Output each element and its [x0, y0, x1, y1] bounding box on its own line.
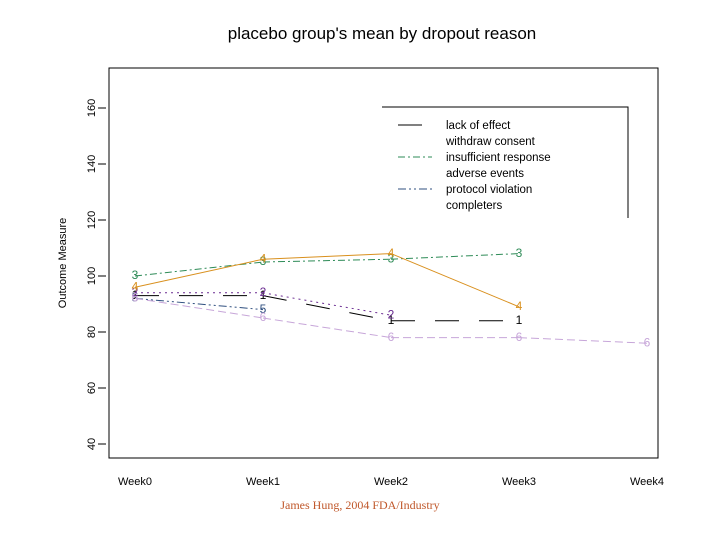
series-5: 55: [132, 291, 267, 316]
data-point-marker: 4: [388, 246, 395, 260]
x-tick-label: Week4: [630, 476, 664, 488]
data-point-marker: 6: [260, 310, 267, 324]
series-segment: [390, 253, 520, 260]
credit-caption: James Hung, 2004 FDA/Industry: [280, 498, 440, 512]
y-tick-label: 160: [86, 99, 98, 117]
y-tick-label: 60: [86, 382, 98, 394]
y-tick-label: 40: [86, 438, 98, 450]
data-point-marker: 1: [388, 313, 395, 327]
series-segment: [134, 297, 264, 319]
series-segment: [134, 258, 264, 288]
data-point-marker: 6: [388, 330, 395, 344]
legend-label: adverse events: [446, 168, 524, 180]
y-tick-label: 120: [86, 211, 98, 229]
series-segment: [262, 295, 392, 322]
legend: lack of effect withdraw consent insufficie…: [382, 106, 629, 218]
series-segment: [262, 292, 392, 316]
data-point-marker: 1: [260, 288, 267, 302]
series-1: 1 1 1 1: [132, 288, 523, 327]
x-tick-label: Week0: [118, 476, 152, 488]
legend-label: withdraw consent: [445, 136, 536, 148]
y-axis-label: Outcome Measure: [57, 218, 69, 308]
series-6: 6 6 6 6 6: [132, 291, 651, 350]
data-point-marker: 4: [260, 251, 267, 265]
data-point-marker: 4: [132, 279, 139, 293]
data-point-marker: 1: [132, 288, 139, 302]
legend-label: protocol violation: [446, 184, 532, 196]
data-point-marker: 1: [516, 313, 523, 327]
data-point-marker: 2: [132, 285, 139, 299]
series-segment: [390, 253, 520, 308]
x-tick-label: Week3: [502, 476, 536, 488]
x-tick-label: Week2: [374, 476, 408, 488]
y-tick-label: 100: [86, 267, 98, 285]
data-point-marker: 6: [644, 335, 651, 349]
plot-frame: [108, 67, 659, 459]
y-tick-label: 80: [86, 326, 98, 338]
chart-title: placebo group's mean by dropout reason: [228, 24, 537, 43]
data-point-marker: 3: [388, 251, 395, 265]
legend-label: completers: [446, 200, 502, 212]
series-segment: [134, 297, 264, 311]
x-tick-label: Week1: [246, 476, 280, 488]
series-segment: [262, 317, 392, 339]
data-point-marker: 6: [516, 330, 523, 344]
data-point-marker: 4: [516, 299, 523, 313]
series-segment: [134, 261, 264, 277]
data-point-marker: 5: [260, 302, 267, 316]
data-point-marker: 3: [260, 254, 267, 268]
legend-label: lack of effect: [446, 120, 511, 132]
data-point-marker: 2: [260, 285, 267, 299]
series-segment: [262, 258, 392, 263]
y-axis: 40 60 80 100 120 140 160: [86, 99, 106, 450]
series-segment: [518, 337, 648, 344]
legend-box: [382, 106, 629, 218]
series-4: 4 4 4 4: [132, 246, 523, 313]
data-point-marker: 6: [132, 291, 139, 305]
data-point-marker: 3: [516, 246, 523, 260]
x-axis: Week0 Week1 Week2 Week3 Week4: [118, 476, 664, 488]
y-tick-label: 140: [86, 155, 98, 173]
series-3: 3 3 3 3: [132, 246, 523, 282]
data-point-marker: 2: [388, 307, 395, 321]
legend-label: insufficient response: [446, 152, 551, 164]
series-2: 2 2 2: [132, 285, 395, 321]
data-point-marker: 3: [132, 268, 139, 282]
series-segment: [262, 253, 392, 260]
data-point-marker: 5: [132, 291, 139, 305]
